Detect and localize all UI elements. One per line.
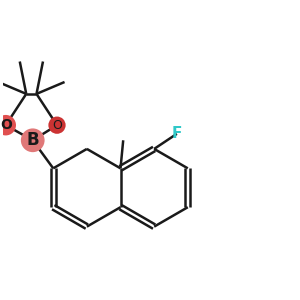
- Circle shape: [21, 128, 45, 152]
- Circle shape: [48, 116, 66, 134]
- Text: F: F: [172, 126, 182, 141]
- Circle shape: [0, 115, 16, 135]
- Text: O: O: [0, 118, 12, 132]
- Text: B: B: [26, 131, 39, 149]
- Text: O: O: [52, 119, 62, 132]
